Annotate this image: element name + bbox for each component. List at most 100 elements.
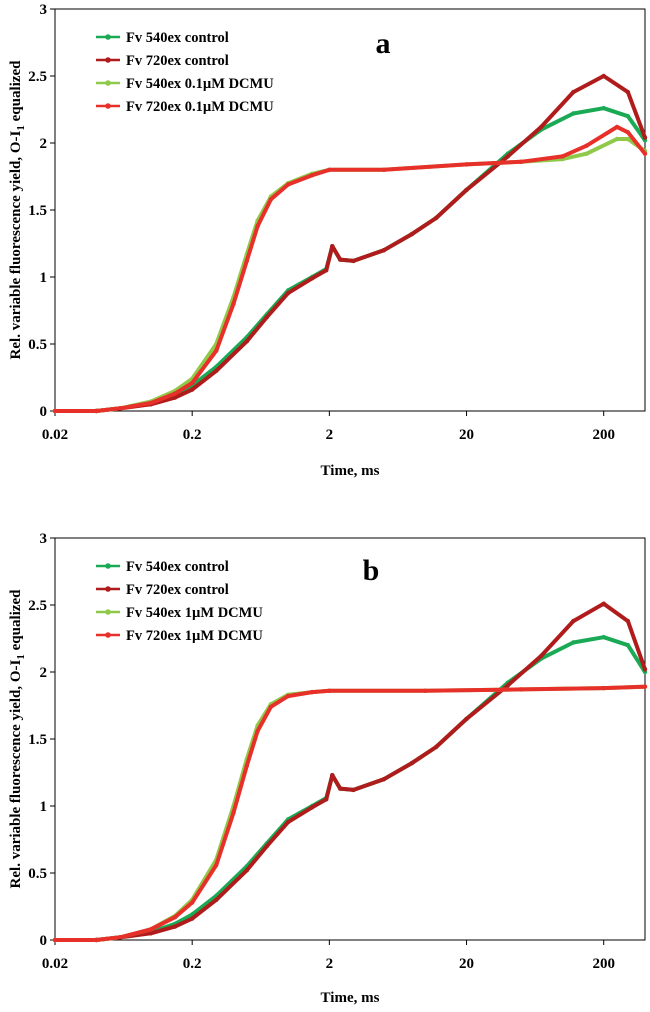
data-point [381,167,387,172]
data-point [601,601,606,606]
x-tick-label: 200 [592,956,615,972]
series-3 [52,136,648,414]
x-tick-label: 0.02 [42,427,68,443]
data-point [642,135,648,140]
data-point [601,635,606,640]
panel-label: a [376,27,391,60]
data-point [518,687,524,692]
data-point [464,187,469,193]
data-point [190,380,195,386]
data-point [601,73,606,79]
data-point [190,387,195,392]
legend-label: Fv 720ex 0.1µM DCMU [126,99,274,115]
x-tick-label: 0.02 [42,956,68,972]
y-axis-title-main: Rel. variable fluorescence yield, O-I [8,130,24,359]
y-tick-label: 2 [40,136,48,152]
data-point [584,151,589,156]
data-point [244,339,249,344]
legend-marker [105,632,111,638]
series-4 [52,684,648,943]
data-point [310,805,315,810]
y-tick-label: 2.5 [28,598,47,614]
data-point [625,114,631,119]
data-point [255,728,260,734]
data-point [310,173,315,178]
y-axis-title-main: Rel. variable fluorescence yield, O-I [8,659,24,888]
data-point [231,810,236,815]
data-point [338,257,343,262]
legend-marker [105,103,111,109]
x-tick-label: 0.2 [183,956,202,972]
data-point [571,618,576,624]
data-point [118,406,123,411]
data-point [327,167,332,172]
y-axis-title-subscript: 1 [15,125,27,131]
data-point [94,408,99,414]
data-point [433,215,439,221]
data-point [571,111,576,116]
y-axis-title: Rel. variable fluorescence yield, O-I1 e… [8,589,27,889]
data-point [423,688,428,693]
data-point [625,130,631,135]
legend-marker [105,80,111,86]
data-point [409,231,415,237]
legend-label: Fv 540ex control [126,559,229,575]
data-point [625,89,631,95]
y-axis-title-suffix: equalized [8,60,24,125]
data-point [625,618,631,624]
data-point [172,391,178,396]
data-point [264,844,269,849]
y-tick-label: 1.5 [28,203,47,219]
legend-marker [105,609,111,615]
data-point [642,667,648,672]
data-point [148,927,154,932]
legend-label: Fv 540ex 1µM DCMU [126,605,263,621]
x-tick-label: 200 [592,427,615,443]
y-tick-label: 3 [40,531,48,547]
data-point [214,897,219,902]
data-point [214,368,219,373]
y-axis-title-suffix: equalized [8,589,24,654]
x-tick-label: 2 [326,956,334,972]
data-point [601,106,606,111]
legend-item: Fv 540ex control [96,559,229,575]
legend-marker [105,57,111,63]
y-tick-label: 0.5 [28,866,47,882]
x-tick-label: 0.2 [183,427,202,443]
data-point [255,223,260,229]
data-point [285,819,291,825]
series-4 [52,124,648,414]
data-point [118,935,123,940]
data-point [433,744,439,750]
x-axis-title: Time, ms [321,990,380,1006]
y-tick-label: 0.5 [28,337,47,353]
data-point [214,862,219,868]
x-tick-label: 20 [459,427,474,443]
data-point [327,688,332,693]
series-line [53,124,647,413]
chart-panel-a: 0 0.5 1 1.5 2 2.5 3 0.02 0.2 2 20 200 Time, ms Rel. v… [8,2,648,479]
data-point [330,244,335,249]
data-point [614,136,620,142]
data-point [324,797,329,802]
data-point [264,315,269,320]
series-3 [52,684,648,943]
data-point [330,773,335,778]
series-2 [52,73,648,414]
data-point [94,937,99,943]
data-point [285,182,291,187]
data-point [505,683,510,688]
y-tick-label: 3 [40,2,48,18]
y-tick-label: 2 [40,665,48,681]
legend-item: Fv 720ex control [96,53,229,69]
series-line [53,684,647,942]
legend-item: Fv 720ex control [96,582,229,598]
data-point [268,704,274,709]
data-point [172,924,178,929]
series-2 [52,601,648,943]
y-tick-label: 1 [40,799,48,815]
data-point [285,693,291,699]
y-axis-title: Rel. variable fluorescence yield, O-I1 e… [8,60,27,360]
legend-item: Fv 720ex 1µM DCMU [96,628,263,644]
